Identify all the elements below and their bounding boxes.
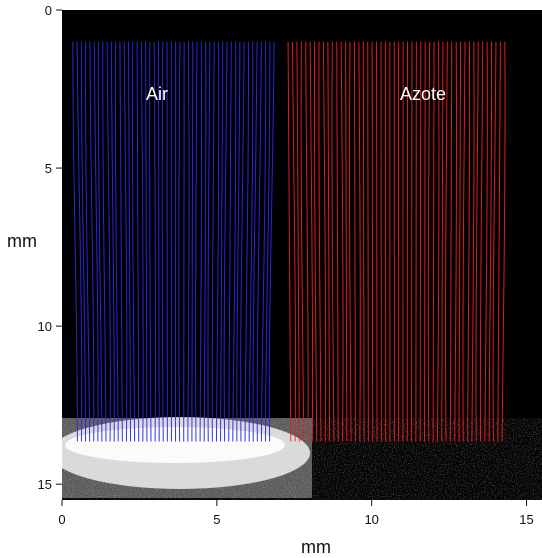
flow-line [309, 41, 314, 442]
y-tick-label: 0 [45, 3, 52, 18]
flow-line [178, 41, 181, 442]
flow-line [318, 41, 322, 442]
flow-line [123, 41, 128, 442]
flow-line [211, 41, 215, 442]
flow-line [331, 41, 335, 442]
flow-line [183, 41, 185, 442]
region-label-azote: Azote [400, 84, 446, 104]
flow-lines-air [72, 41, 275, 442]
x-tick-label: 15 [519, 512, 533, 527]
flow-line [345, 41, 348, 442]
bright-zone [62, 417, 542, 500]
flow-line [497, 41, 501, 442]
flow-line [195, 41, 198, 442]
flow-line [140, 41, 144, 442]
flow-line [223, 41, 228, 442]
flow-line [322, 41, 327, 442]
flow-line [336, 41, 339, 442]
flow-line [291, 41, 296, 442]
flow-line [471, 41, 475, 442]
flow-line [232, 41, 237, 442]
flow-line [340, 41, 344, 442]
flow-line [191, 41, 194, 442]
flow-line [305, 41, 309, 442]
flow-line [89, 41, 95, 442]
flow-line [153, 41, 157, 442]
flow-line [244, 41, 250, 442]
flow-line [268, 41, 275, 442]
flow-line [228, 41, 232, 442]
x-axis-label: mm [301, 537, 331, 557]
y-axis: 0 5 10 15 [38, 3, 62, 492]
y-tick-label: 5 [45, 161, 52, 176]
flow-line [157, 41, 160, 442]
flow-line [80, 41, 87, 442]
flow-line [236, 41, 241, 442]
flow-line [454, 41, 458, 442]
flow-line [467, 41, 471, 442]
flow-line [462, 41, 466, 442]
flow-line [187, 41, 190, 442]
flow-line [445, 41, 448, 442]
x-tick-label: 5 [213, 512, 220, 527]
y-tick-label: 10 [38, 319, 52, 334]
flow-line [97, 41, 103, 442]
flow-line [358, 41, 361, 442]
flow-line [484, 41, 488, 442]
flow-line [376, 41, 378, 442]
x-axis: 0 5 10 15 [58, 500, 534, 527]
flow-line [449, 41, 453, 442]
flow-line [479, 41, 484, 442]
flow-line [432, 41, 435, 442]
flow-line [501, 41, 506, 442]
y-tick-label: 15 [38, 477, 52, 492]
flow-line [313, 41, 318, 442]
flow-line [441, 41, 444, 442]
flow-line [436, 41, 440, 442]
flow-line [256, 41, 262, 442]
x-tick-label: 0 [58, 512, 65, 527]
flow-line [458, 41, 462, 442]
flow-line [207, 41, 211, 442]
flow-line [252, 41, 258, 442]
flow-line [296, 41, 300, 442]
flow-lines-layer [72, 41, 506, 442]
flow-line [161, 41, 164, 442]
flow-line [475, 41, 479, 442]
flow-line [106, 41, 111, 442]
flow-line [287, 41, 292, 442]
flow-line [260, 41, 267, 442]
flow-line [265, 41, 271, 442]
region-label-air: Air [146, 84, 168, 104]
flow-line [410, 41, 413, 442]
flow-line [203, 41, 207, 442]
flow-line [76, 41, 83, 442]
flow-line [72, 41, 78, 442]
flow-line [488, 41, 493, 442]
flow-line [114, 41, 119, 442]
flow-line [149, 41, 152, 442]
flow-line [353, 41, 357, 442]
flow-line [110, 41, 115, 442]
flow-line [93, 41, 99, 442]
flow-line [128, 41, 132, 442]
flow-line [215, 41, 220, 442]
flow-line [220, 41, 224, 442]
flow-line [427, 41, 431, 442]
flow-line [492, 41, 497, 442]
flow-line [327, 41, 331, 442]
flow-line [349, 41, 352, 442]
flow-line [131, 41, 136, 442]
flow-line [85, 41, 91, 442]
flow-line [102, 41, 107, 442]
flow-line [240, 41, 245, 442]
flow-line [136, 41, 140, 442]
flow-line [248, 41, 254, 442]
y-axis-label: mm [7, 231, 37, 251]
flow-line [119, 41, 123, 442]
flow-line [199, 41, 203, 442]
x-tick-label: 10 [364, 512, 378, 527]
flow-line [300, 41, 305, 442]
